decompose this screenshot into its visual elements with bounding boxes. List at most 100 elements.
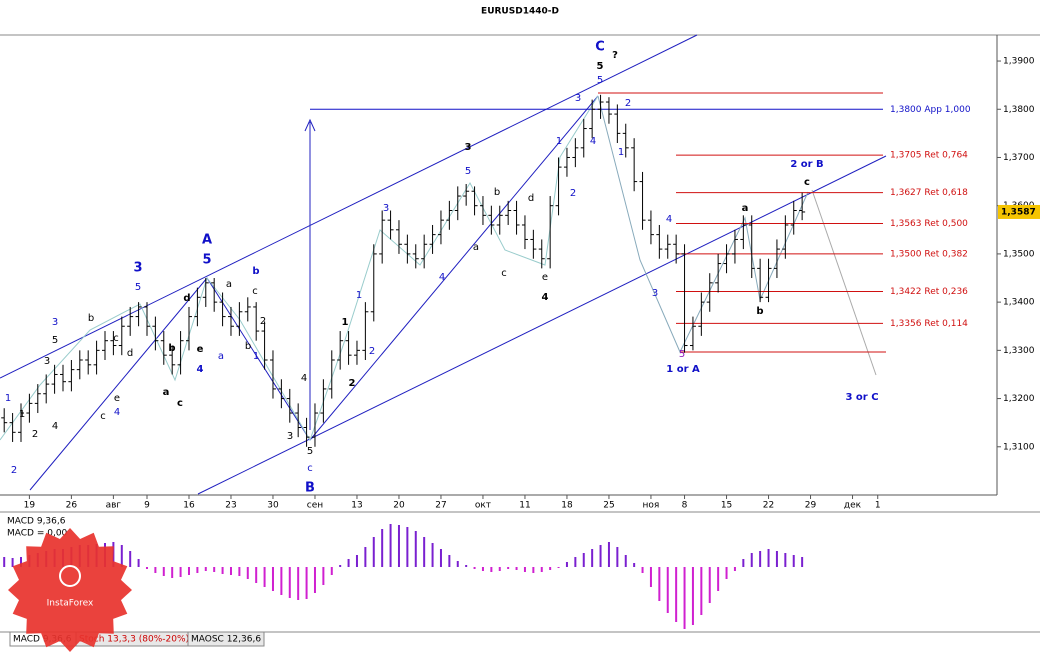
histogram-bar <box>616 547 619 567</box>
wave-label: 4 <box>439 272 445 283</box>
histogram-bar <box>423 537 426 567</box>
x-tick-label: 1 <box>875 501 881 511</box>
x-tick-label: 9 <box>144 501 150 511</box>
wave-label: b <box>88 313 94 324</box>
wave-label: c <box>252 286 258 297</box>
wave-label: 2 or B <box>790 159 823 170</box>
x-tick-label: 11 <box>519 501 530 511</box>
x-tick-label: 20 <box>393 501 405 511</box>
y-tick-label: 1,3900 <box>1003 57 1035 67</box>
wave-label: d <box>183 293 190 304</box>
histogram-bar <box>347 559 350 567</box>
wave-label: 5 <box>597 75 603 86</box>
wave-label: 2 <box>369 346 375 357</box>
histogram-bar <box>221 567 224 574</box>
histogram-bar <box>641 567 644 573</box>
wave-label: c <box>100 411 106 422</box>
wave-label: 3 <box>44 356 50 367</box>
y-tick-label: 1,3300 <box>1003 346 1035 356</box>
histogram-bar <box>120 545 123 567</box>
histogram-bar <box>700 567 703 615</box>
histogram-bar <box>355 555 358 567</box>
sub-wave-line <box>0 95 599 442</box>
histogram-bar <box>557 567 560 568</box>
wave-label: 5 <box>52 335 58 346</box>
wave-label: B <box>305 481 315 496</box>
histogram-bar <box>187 567 190 575</box>
wave-label: 2 <box>32 429 38 440</box>
wave-label: 2 <box>625 98 631 109</box>
histogram-bar <box>372 537 375 567</box>
wave-line <box>29 95 599 491</box>
wave-label: a <box>742 203 749 214</box>
histogram-bar <box>137 559 140 567</box>
logo-text: InstaForex <box>47 599 94 609</box>
wave-label: 3 <box>287 431 293 442</box>
histogram-bar <box>414 531 417 567</box>
panel-value: MACD = 0,00 <box>7 529 68 539</box>
histogram-bar <box>439 549 442 567</box>
histogram-bar <box>431 543 434 567</box>
histogram-bar <box>305 567 308 599</box>
histogram-bar <box>11 558 14 567</box>
histogram-bar <box>775 551 778 567</box>
histogram-bar <box>246 567 249 579</box>
wave-label: C <box>595 40 605 55</box>
wave-label: 4 <box>590 136 596 147</box>
histogram-bar <box>19 557 22 567</box>
wave-label: 1 <box>19 409 25 420</box>
wave-label: 1 <box>253 351 259 362</box>
wave-label: 5 <box>135 282 141 293</box>
x-tick-label: окт <box>475 501 491 511</box>
histogram-bar <box>397 525 400 567</box>
level-label: 1,3627 Ret 0,618 <box>890 188 968 198</box>
wave-label: e <box>114 393 120 404</box>
histogram-bar <box>742 559 745 567</box>
x-tick-label: 27 <box>435 501 446 511</box>
level-label: 1,3422 Ret 0,236 <box>890 287 968 297</box>
histogram-bar <box>481 567 484 571</box>
histogram-bar <box>263 567 266 587</box>
wave-label: 1 or A <box>666 364 700 375</box>
histogram-bar <box>213 567 216 572</box>
histogram-bar <box>515 567 518 570</box>
histogram-bar <box>733 567 736 571</box>
histogram-bar <box>465 565 468 567</box>
histogram-bar <box>3 557 6 567</box>
channel-line <box>0 34 698 379</box>
histogram-bar <box>154 567 157 573</box>
histogram-bar <box>145 567 148 569</box>
wave-label: 3 or C <box>845 392 878 403</box>
x-tick-label: 26 <box>66 501 78 511</box>
wave-label: 1 <box>342 317 349 328</box>
x-tick-label: 15 <box>721 501 732 511</box>
x-tick-label: 16 <box>183 501 195 511</box>
wave-label: 4 <box>52 421 58 432</box>
wave-label: 3 <box>383 203 389 214</box>
histogram-bar <box>364 547 367 567</box>
arrow-head <box>304 118 316 132</box>
histogram-bar <box>507 567 510 569</box>
histogram-bar <box>171 567 174 578</box>
histogram-bar <box>204 567 207 571</box>
tab-label: Stoch 13,3,3 (80%-20%) <box>79 635 189 645</box>
wave-label: 5 <box>597 61 604 72</box>
wave-label: a <box>226 279 232 290</box>
wave-label: 4 <box>114 407 120 418</box>
histogram-bar <box>229 567 232 575</box>
level-label: 1,3500 Ret 0,382 <box>890 249 968 259</box>
x-tick-label: 13 <box>351 501 362 511</box>
panel-title: MACD 9,36,6 <box>7 517 66 527</box>
histogram-bar <box>750 553 753 567</box>
histogram-bar <box>381 529 384 567</box>
y-tick-label: 1,3100 <box>1003 442 1035 452</box>
wave-label: d <box>127 348 133 359</box>
histogram-bar <box>448 555 451 567</box>
level-label: 1,3563 Ret 0,500 <box>890 219 968 229</box>
wave-label: 5 <box>679 349 685 360</box>
histogram-bar <box>288 567 291 598</box>
histogram-bar <box>675 567 678 622</box>
wave-label: b <box>756 306 763 317</box>
wave-label: 1 <box>5 393 11 404</box>
